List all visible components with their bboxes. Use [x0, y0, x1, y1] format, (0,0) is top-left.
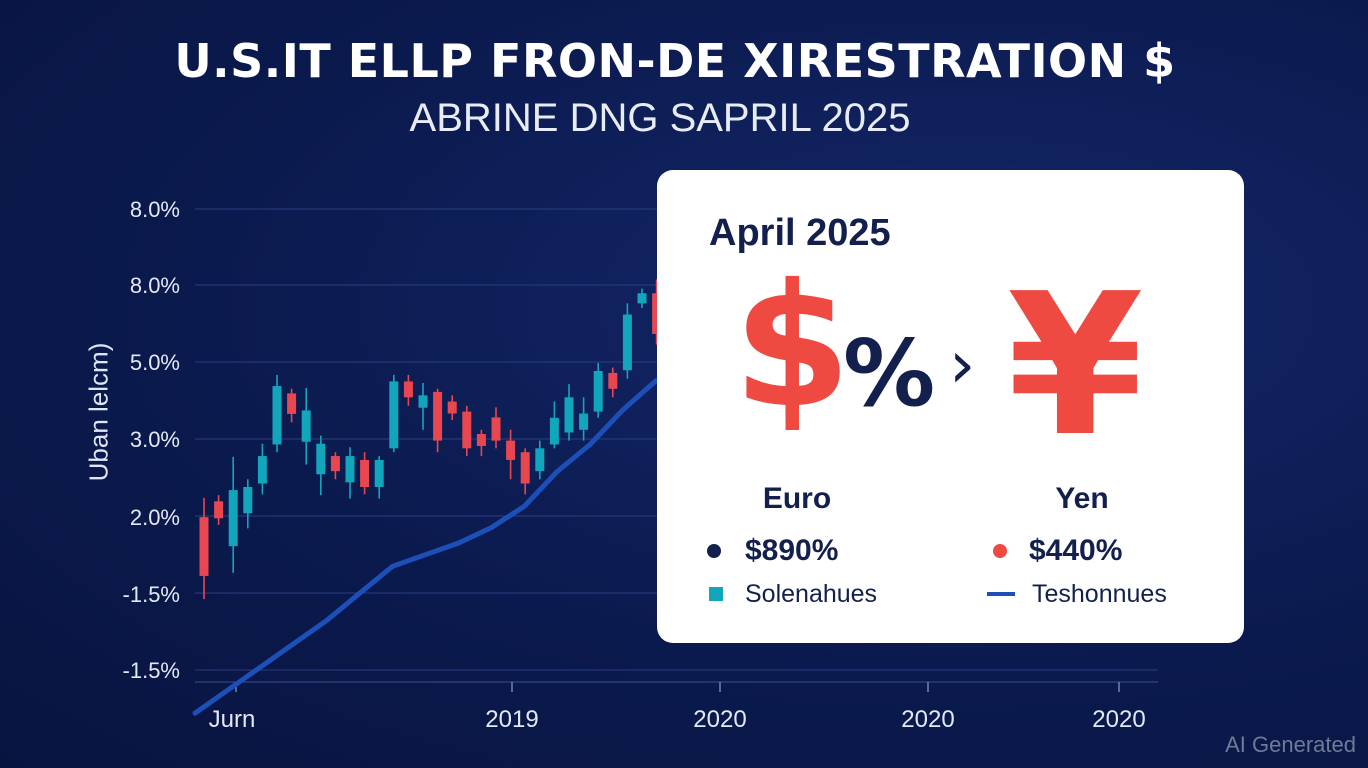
yen-dot-icon — [993, 544, 1007, 558]
candle-body — [228, 490, 238, 547]
candle-body — [447, 401, 457, 414]
watermark: AI Generated — [1225, 732, 1356, 757]
chart-subtitle: ABRINE DNG SAPRIL 2025 — [409, 96, 911, 140]
candle-body — [360, 459, 370, 487]
candle-body — [535, 448, 545, 472]
euro-value: $890% — [745, 534, 839, 567]
candle-body — [564, 397, 574, 433]
y-tick-label: 3.0% — [129, 427, 180, 452]
candle-body — [243, 487, 253, 514]
y-tick-label: 2.0% — [129, 505, 180, 530]
x-tick-label: 2019 — [485, 706, 539, 733]
y-tick-label: 8.0% — [129, 197, 180, 222]
candle-body — [637, 293, 647, 304]
x-tick-label: 2020 — [693, 706, 747, 733]
candle-body — [462, 411, 472, 449]
candle-body — [608, 372, 618, 389]
candle-body — [491, 417, 501, 441]
candle-body — [652, 293, 662, 334]
y-tick-label: -1.5% — [122, 658, 180, 683]
trend-line — [192, 378, 659, 716]
card-date: April 2025 — [709, 212, 891, 254]
y-tick-label: -1.5% — [122, 582, 180, 607]
candle-body — [433, 391, 443, 441]
euro-label: Euro — [762, 482, 832, 515]
yen-icon: ¥ — [1007, 252, 1144, 480]
dollar-icon: $ — [733, 248, 852, 446]
legend-square-icon — [709, 587, 723, 601]
yen-label: Yen — [1055, 482, 1109, 515]
x-tick-label: 2020 — [1092, 706, 1146, 733]
candle-body — [301, 410, 311, 442]
candle-body — [579, 413, 589, 430]
candle-body — [214, 501, 224, 519]
candle-body — [593, 371, 603, 412]
x-tick-label: Jurn — [208, 706, 256, 733]
y-tick-label: 8.0% — [129, 273, 180, 298]
candle-body — [374, 459, 384, 487]
candle-body — [316, 443, 326, 475]
candle-body — [199, 517, 209, 576]
candle-body — [506, 440, 516, 460]
percent-icon: % — [843, 320, 936, 427]
candle-body — [345, 456, 355, 483]
yen-value: $440% — [1029, 534, 1123, 567]
chevron-right-icon: › — [949, 326, 976, 403]
candle-body — [476, 434, 486, 447]
y-tick-label: 5.0% — [129, 350, 180, 375]
x-tick-label: 2020 — [901, 706, 955, 733]
candle-body — [622, 314, 632, 371]
candle-body — [330, 456, 340, 472]
candle-body — [389, 381, 399, 449]
candle-body — [287, 393, 297, 414]
candle-body — [549, 417, 559, 445]
chart-title: U.S.IT ELLP FRON-DE XIRESTRATION $ — [174, 34, 1176, 88]
candle-body — [418, 395, 428, 408]
legend-line-icon — [987, 592, 1015, 596]
candle-body — [520, 452, 530, 484]
currency-card: April 2025 $ % › ¥ Euro Yen $890% $440% … — [657, 170, 1244, 643]
euro-dot-icon — [707, 544, 721, 558]
legend-left-label: Solenahues — [745, 580, 878, 608]
candle-body — [257, 456, 267, 484]
candle-body — [272, 386, 282, 445]
legend-right-label: Teshonnues — [1032, 580, 1167, 608]
candle-body — [403, 381, 413, 398]
